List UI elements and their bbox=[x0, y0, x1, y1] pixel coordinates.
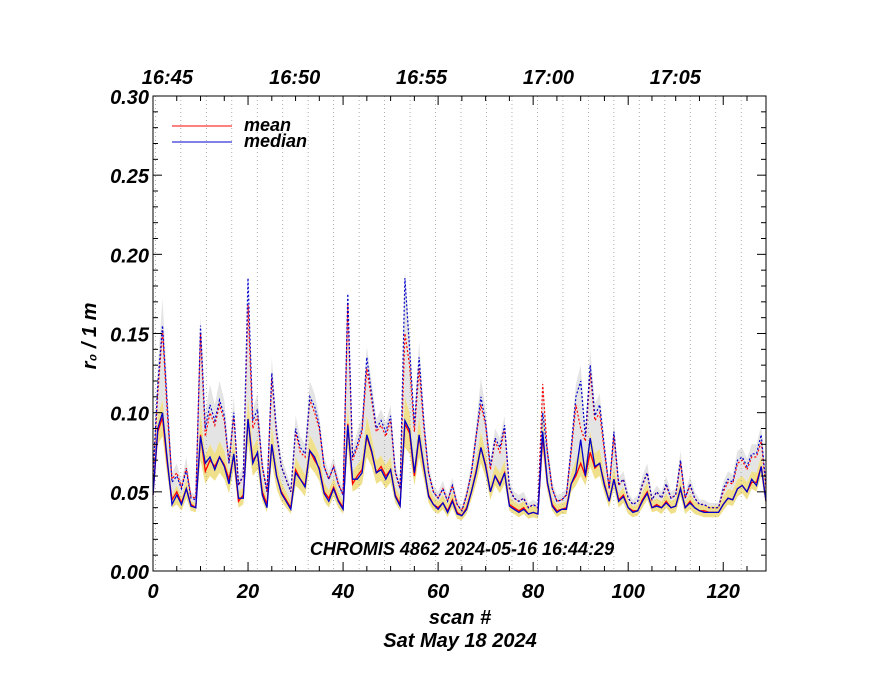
y-tick-label: 0.10 bbox=[110, 404, 149, 426]
axis-ticks bbox=[152, 95, 766, 572]
top-time-label: 16:55 bbox=[396, 67, 448, 89]
legend-mean-label: mean bbox=[244, 115, 291, 135]
y-tick-label: 0.30 bbox=[110, 87, 149, 109]
tick-labels: 0 20 40 60 80 100 120 0.00 0.05 0.10 0.15 0.20 0.25 0… bbox=[110, 67, 740, 603]
series-median-upper bbox=[152, 278, 767, 513]
x-tick-label: 20 bbox=[236, 581, 259, 603]
y-tick-label: 0.05 bbox=[110, 483, 150, 505]
y-tick-label: 0.25 bbox=[110, 166, 150, 188]
y-tick-label: 0.20 bbox=[110, 245, 149, 267]
legend-median-label: median bbox=[244, 131, 307, 151]
series-median-line bbox=[152, 412, 767, 517]
x-tick-label: 80 bbox=[522, 581, 544, 603]
y-tick-label: 0.00 bbox=[110, 562, 149, 584]
x-tick-label: 0 bbox=[147, 581, 158, 603]
y-tick-label: 0.15 bbox=[110, 325, 150, 347]
y-axis-label: r₀ / 1 m bbox=[79, 303, 101, 370]
x-tick-label: 60 bbox=[427, 581, 449, 603]
band-yellow bbox=[153, 396, 766, 521]
x-axis-label: scan # bbox=[429, 607, 492, 629]
top-time-label: 16:45 bbox=[142, 67, 194, 89]
legend: mean median bbox=[172, 115, 307, 151]
x-tick-label: 40 bbox=[331, 581, 354, 603]
chart-annotation: CHROMIS 4862 2024-05-16 16:44:29 bbox=[310, 539, 614, 559]
top-time-label: 16:50 bbox=[269, 67, 320, 89]
series-mean-upper bbox=[152, 304, 767, 513]
x-tick-label: 120 bbox=[707, 581, 740, 603]
top-time-label: 17:00 bbox=[523, 67, 574, 89]
x-tick-label: 100 bbox=[612, 581, 645, 603]
top-time-label: 17:05 bbox=[650, 67, 702, 89]
date-label: Sat May 18 2024 bbox=[383, 630, 536, 652]
series-lines bbox=[152, 278, 767, 517]
